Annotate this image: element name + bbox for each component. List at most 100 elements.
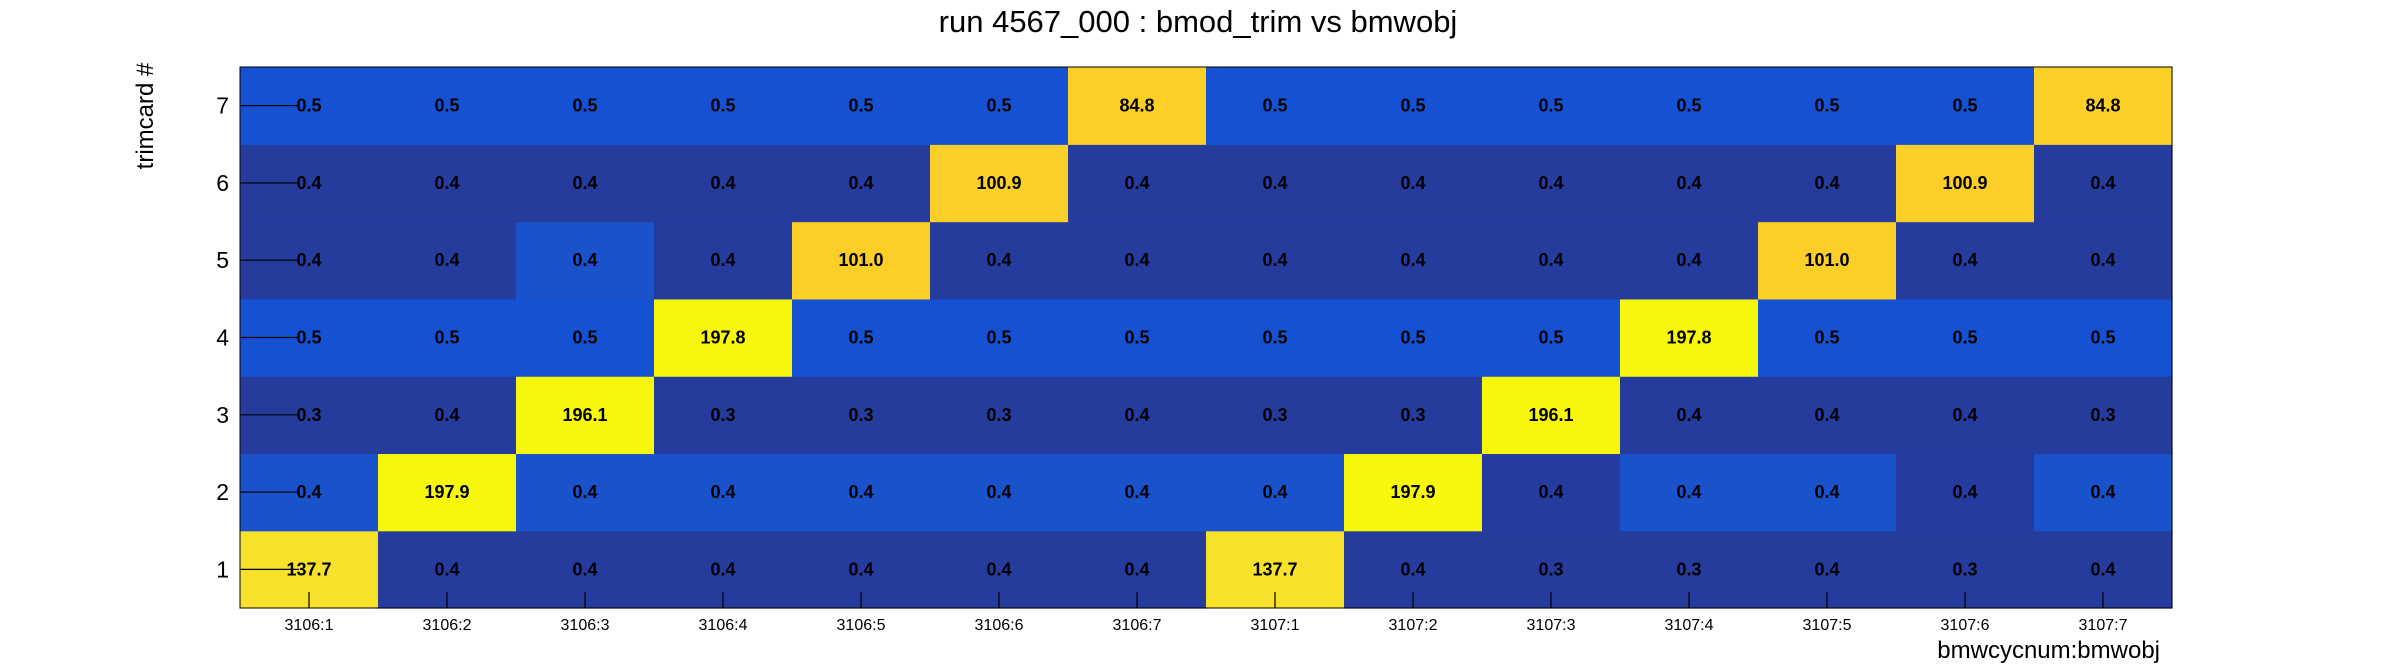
cell-value-label: 0.4 <box>1124 405 1149 425</box>
cell-value-label: 0.4 <box>2090 482 2115 502</box>
cell-value-label: 0.4 <box>572 250 597 270</box>
cell-value-label: 0.5 <box>572 96 597 116</box>
heatmap-cell <box>1482 298 1621 377</box>
cell-value-label: 0.4 <box>1538 173 1563 193</box>
heatmap-cell <box>378 453 517 532</box>
heatmap-cell <box>1206 221 1345 300</box>
cell-value-label: 0.4 <box>1124 559 1149 579</box>
y-tick-label: 3 <box>216 402 229 428</box>
heatmap-cell <box>1758 144 1897 223</box>
heatmap-cell <box>1344 221 1483 300</box>
cell-value-label: 0.4 <box>572 559 597 579</box>
cell-value-label: 0.3 <box>1538 559 1563 579</box>
heatmap-cell <box>1068 67 1207 145</box>
cell-value-label: 0.3 <box>1952 559 1977 579</box>
heatmap-cell <box>1482 376 1621 455</box>
y-axis-ticks: 1 2 3 4 5 6 7 <box>216 93 299 582</box>
heatmap-cell <box>792 298 931 377</box>
cell-value-label: 0.5 <box>848 96 873 116</box>
y-tick-label: 5 <box>216 247 229 273</box>
cell-value-label: 0.4 <box>2090 173 2115 193</box>
cell-value-label: 0.4 <box>1814 559 1839 579</box>
heatmap-cell <box>654 67 793 145</box>
heatmap-cell <box>516 298 655 377</box>
cell-value-label: 0.3 <box>986 405 1011 425</box>
x-tick-label: 3107:5 <box>1803 617 1852 634</box>
cell-value-label: 0.5 <box>1814 328 1839 348</box>
x-tick-label: 3106:4 <box>699 617 748 634</box>
cell-value-label: 0.3 <box>2090 405 2115 425</box>
cell-value-label: 0.5 <box>710 96 735 116</box>
y-tick-label: 2 <box>216 479 229 505</box>
heatmap-cell <box>1344 144 1483 223</box>
cell-value-label: 0.4 <box>2090 559 2115 579</box>
cell-value-label: 0.4 <box>572 173 597 193</box>
cell-value-label: 0.5 <box>1400 328 1425 348</box>
heatmap-cell <box>1344 67 1483 145</box>
cell-value-label: 0.4 <box>1262 250 1287 270</box>
cell-value-label: 0.4 <box>710 173 735 193</box>
cell-value-label: 0.4 <box>296 250 321 270</box>
cell-value-label: 0.4 <box>296 482 321 502</box>
heatmap-cell <box>1206 376 1345 455</box>
cell-value-label: 84.8 <box>2085 96 2120 116</box>
cell-value-label: 0.5 <box>572 328 597 348</box>
heatmap-cell <box>930 67 1069 145</box>
heatmap-cell <box>1482 453 1621 532</box>
heatmap-cell <box>1896 67 2035 145</box>
cell-value-label: 0.4 <box>1538 482 1563 502</box>
cell-value-label: 0.4 <box>1400 559 1425 579</box>
heatmap-cell <box>378 221 517 300</box>
heatmap-cell <box>516 453 655 532</box>
heatmap-cell <box>1620 453 1759 532</box>
cell-value-label: 0.4 <box>434 173 459 193</box>
heatmap-cell <box>792 67 931 145</box>
cell-value-label: 0.4 <box>1262 173 1287 193</box>
cell-value-label: 0.4 <box>1400 250 1425 270</box>
heatmap-cell <box>1206 67 1345 145</box>
cell-value-label: 0.4 <box>1952 250 1977 270</box>
heatmap-cell <box>2034 221 2173 300</box>
cell-value-label: 100.9 <box>1942 173 1987 193</box>
x-tick-label: 3107:7 <box>2079 617 2128 634</box>
x-tick-label: 3106:5 <box>837 617 886 634</box>
heatmap-cell-labels: 137.7 0.4 0.4 0.4 0.4 0.4 0.4 137.7 0.4 0.3 0.3 0.4… <box>286 96 2120 580</box>
heatmap-cell <box>792 221 931 300</box>
cell-value-label: 0.4 <box>1262 482 1287 502</box>
heatmap-cell <box>1896 453 2035 532</box>
heatmap-cell <box>1206 453 1345 532</box>
cell-value-label: 0.4 <box>1952 405 1977 425</box>
heatmap-cell <box>1620 144 1759 223</box>
heatmap-cell <box>1896 376 2035 455</box>
cell-value-label: 0.4 <box>1124 250 1149 270</box>
heatmap-cell <box>1482 221 1621 300</box>
heatmap-cell <box>516 144 655 223</box>
cell-value-label: 0.5 <box>2090 328 2115 348</box>
x-tick-label: 3107:4 <box>1665 617 1714 634</box>
cell-value-label: 0.5 <box>296 96 321 116</box>
heatmap-cell <box>930 144 1069 223</box>
heatmap-cell <box>654 144 793 223</box>
heatmap-cell <box>1068 453 1207 532</box>
heatmap-cell <box>792 376 931 455</box>
x-tick-label: 3106:3 <box>561 617 610 634</box>
cell-value-label: 0.4 <box>2090 250 2115 270</box>
cell-value-label: 137.7 <box>1252 559 1297 579</box>
heatmap-cell <box>654 298 793 377</box>
heatmap-cell <box>2034 453 2173 532</box>
heatmap-cell <box>1758 376 1897 455</box>
heatmap-cell <box>516 67 655 145</box>
cell-value-label: 0.4 <box>434 559 459 579</box>
cell-value-label: 0.4 <box>1676 405 1701 425</box>
cell-value-label: 0.4 <box>434 405 459 425</box>
cell-value-label: 197.9 <box>424 482 469 502</box>
cell-value-label: 0.4 <box>848 482 873 502</box>
cell-value-label: 0.5 <box>1124 328 1149 348</box>
cell-value-label: 0.5 <box>434 328 459 348</box>
heatmap-cell <box>1206 144 1345 223</box>
x-tick-label: 3107:1 <box>1251 617 1300 634</box>
heatmap-cells <box>240 67 2173 609</box>
heatmap-cell <box>1344 453 1483 532</box>
heatmap-cell <box>930 221 1069 300</box>
heatmap-cell <box>930 376 1069 455</box>
